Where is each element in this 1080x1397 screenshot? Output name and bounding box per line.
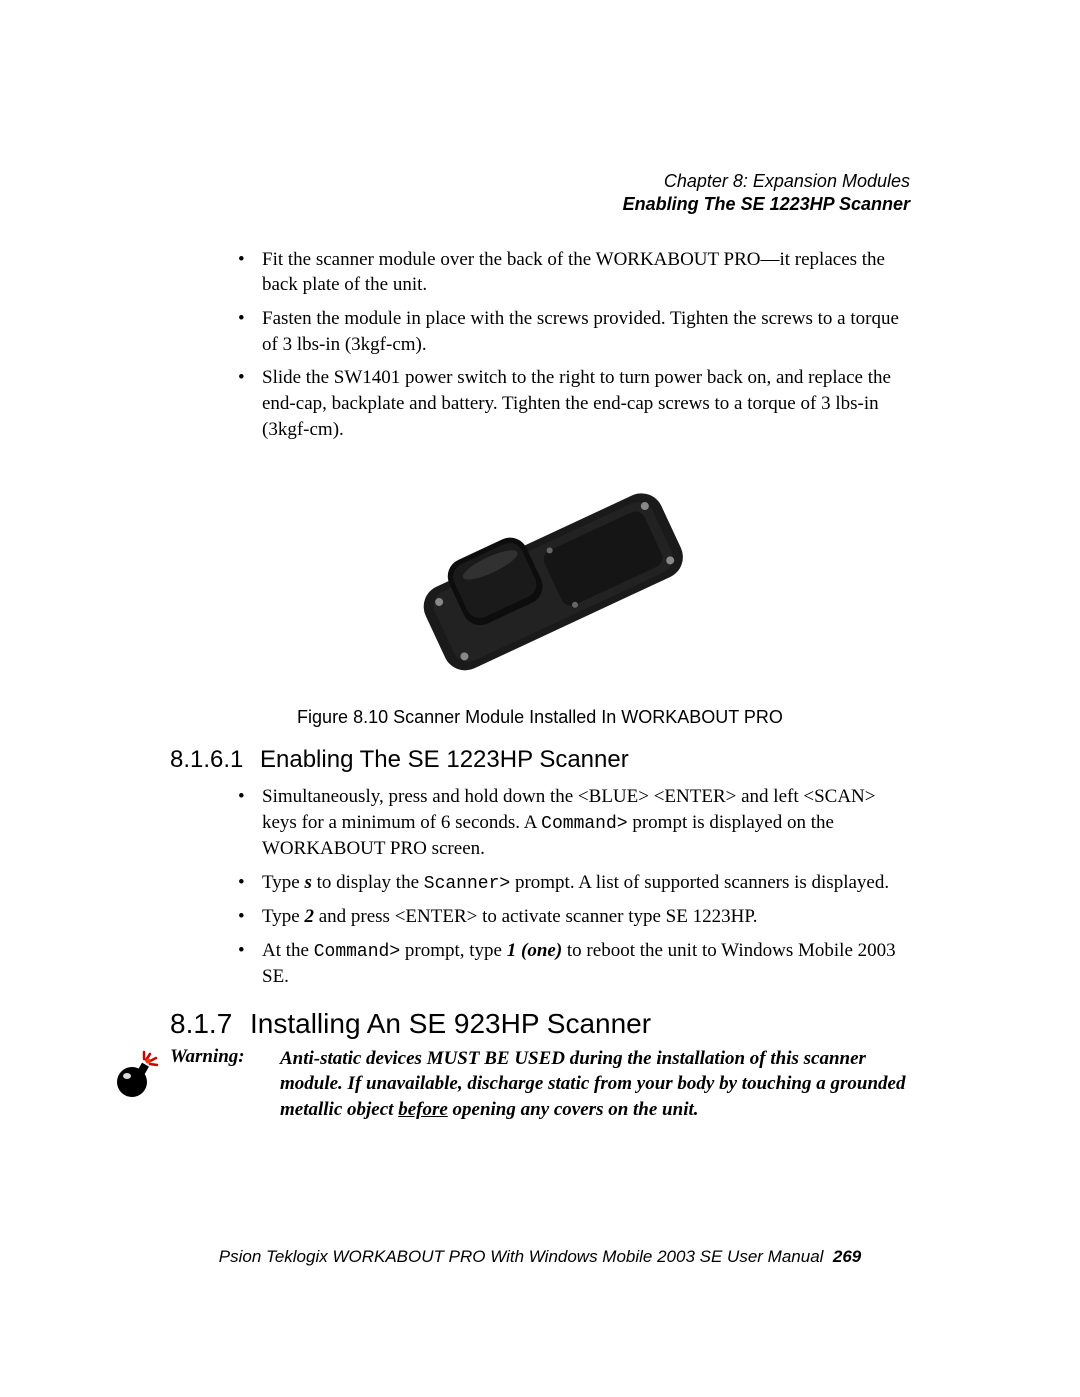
- bullets-8-1-6-1: Simultaneously, press and hold down the …: [230, 784, 910, 989]
- footer-text: Psion Teklogix WORKABOUT PRO With Window…: [219, 1247, 824, 1266]
- page-footer: Psion Teklogix WORKABOUT PRO With Window…: [0, 1247, 1080, 1267]
- heading-title: Enabling The SE 1223HP Scanner: [260, 746, 629, 774]
- list-item: Type 2 and press <ENTER> to activate sca…: [230, 904, 910, 930]
- list-item: Simultaneously, press and hold down the …: [230, 784, 910, 862]
- chapter-label: Chapter 8: Expansion Modules: [170, 170, 910, 193]
- list-item: Fasten the module in place with the scre…: [230, 306, 910, 357]
- warning-label: Warning:: [170, 1046, 280, 1123]
- warning-block: Warning: Anti-static devices MUST BE USE…: [170, 1046, 910, 1123]
- page-header: Chapter 8: Expansion Modules Enabling Th…: [170, 170, 910, 217]
- scanner-module-illustration: [360, 457, 720, 697]
- list-item: Slide the SW1401 power switch to the rig…: [230, 365, 910, 442]
- heading-8-1-7: 8.1.7 Installing An SE 923HP Scanner: [170, 1008, 910, 1040]
- bomb-warning-icon: [110, 1046, 170, 1105]
- page-number: 269: [833, 1247, 861, 1266]
- heading-number: 8.1.6.1: [170, 746, 260, 774]
- heading-8-1-6-1: 8.1.6.1 Enabling The SE 1223HP Scanner: [170, 746, 910, 774]
- heading-number: 8.1.7: [170, 1008, 250, 1040]
- list-item: At the Command> prompt, type 1 (one) to …: [230, 938, 910, 990]
- warning-text: Anti-static devices MUST BE USED during …: [280, 1046, 910, 1123]
- section-label: Enabling The SE 1223HP Scanner: [170, 193, 910, 216]
- list-item: Type s to display the Scanner> prompt. A…: [230, 870, 910, 896]
- figure-8-10: Figure 8.10 Scanner Module Installed In …: [170, 457, 910, 728]
- top-bullet-list: Fit the scanner module over the back of …: [230, 247, 910, 442]
- heading-title: Installing An SE 923HP Scanner: [250, 1008, 651, 1040]
- list-item: Fit the scanner module over the back of …: [230, 247, 910, 298]
- figure-caption: Figure 8.10 Scanner Module Installed In …: [170, 707, 910, 728]
